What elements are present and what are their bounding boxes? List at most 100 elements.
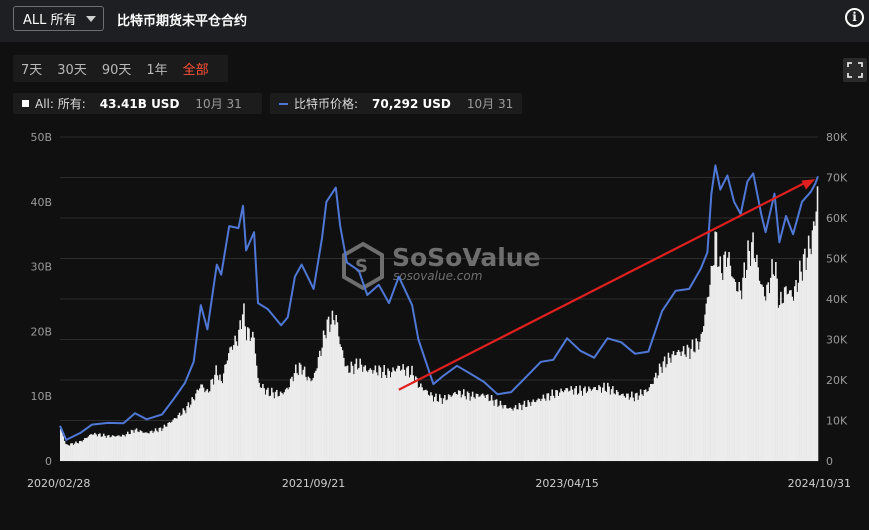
oi-bar [167, 423, 169, 461]
oi-bar [588, 386, 590, 461]
asset-select[interactable]: ALL 所有 [13, 6, 104, 31]
oi-bar [365, 370, 368, 461]
oi-bar [129, 434, 132, 461]
oi-bar [661, 372, 663, 461]
oi-bar [771, 259, 773, 461]
oi-bar [709, 284, 711, 461]
oi-bar [553, 398, 556, 461]
oi-bar [595, 390, 598, 461]
oi-bar [310, 381, 312, 461]
oi-bar [687, 347, 690, 461]
time-range-selector: 7天 30天 90天 1年 全部 [13, 55, 228, 82]
oi-bar [689, 359, 691, 461]
y-left-tick: 30B [30, 261, 52, 274]
oi-bar [76, 443, 78, 461]
oi-bar [393, 370, 396, 461]
oi-bar [536, 400, 538, 461]
oi-bar [785, 286, 787, 461]
oi-bar [102, 433, 105, 461]
oi-bar [706, 297, 709, 461]
oi-bar [629, 397, 632, 461]
oi-value: 43.41B USD [99, 96, 180, 111]
oi-bar [66, 444, 68, 461]
oi-bar [286, 387, 288, 461]
oi-bar [542, 394, 545, 461]
range-30d[interactable]: 30天 [57, 63, 87, 78]
oi-bar [802, 254, 805, 461]
info-icon[interactable]: i [845, 8, 864, 27]
trend-arrow-head [801, 179, 816, 190]
oi-bar [329, 331, 331, 461]
oi-bar [134, 429, 137, 461]
oi-bar [670, 362, 672, 461]
oi-bar [128, 434, 130, 461]
oi-bar [571, 389, 574, 461]
oi-bar [197, 390, 200, 461]
range-90d[interactable]: 90天 [101, 63, 132, 78]
oi-bar [505, 408, 508, 461]
oi-bar [470, 396, 473, 461]
y-right-tick: 50K [826, 253, 848, 266]
oi-bar [524, 407, 527, 461]
oi-bar [502, 408, 504, 461]
oi-bar [279, 391, 282, 461]
oi-bar [63, 441, 66, 461]
oi-bar [316, 368, 319, 461]
watermark-brand: SoSoValue [392, 243, 541, 272]
oi-bar [235, 341, 238, 461]
oi-bar [480, 394, 483, 461]
oi-bar [761, 284, 763, 461]
oi-bar [639, 389, 642, 461]
oi-bar [775, 262, 777, 461]
range-all[interactable]: 全部 [182, 63, 209, 78]
range-1y[interactable]: 1年 [146, 63, 168, 78]
oi-bar [318, 350, 321, 461]
oi-bar [272, 392, 274, 461]
oi-bar [625, 393, 628, 461]
oi-bar [176, 418, 178, 461]
oi-bar [341, 350, 344, 461]
oi-bar [805, 270, 807, 461]
oi-bar [187, 402, 190, 461]
oi-bar [649, 384, 652, 461]
oi-bar [498, 405, 500, 461]
oi-bar [228, 353, 230, 461]
oi-bar [108, 435, 110, 461]
range-7d[interactable]: 7天 [21, 63, 43, 78]
oi-bar [369, 368, 372, 461]
oi-bar [412, 375, 415, 461]
oi-bar [236, 345, 239, 461]
oi-bar [282, 394, 284, 461]
oi-bar [111, 435, 114, 461]
oi-bar [425, 389, 427, 461]
trend-arrow-line [398, 181, 806, 391]
oi-bar [481, 393, 484, 461]
oi-bar [497, 407, 499, 461]
oi-bar [222, 373, 225, 461]
oi-bar [353, 374, 355, 461]
oi-bar [451, 395, 454, 461]
oi-bar [546, 393, 548, 461]
oi-bar [446, 399, 449, 461]
oi-bar [239, 320, 241, 461]
oi-bar [380, 377, 383, 461]
oi-bar [596, 390, 599, 461]
oi-bar [216, 375, 219, 461]
oi-bar [87, 436, 90, 461]
x-tick: 2021/09/21 [282, 477, 345, 490]
oi-bar [345, 366, 348, 461]
oi-bar [444, 395, 446, 461]
oi-bar [492, 400, 494, 461]
fullscreen-icon[interactable] [843, 58, 867, 82]
oi-bar [696, 341, 699, 461]
oi-bar [354, 363, 356, 461]
oi-bar [224, 364, 226, 461]
oi-bar [617, 391, 619, 461]
oi-bar [583, 388, 585, 461]
oi-bar [121, 434, 124, 461]
oi-bar [109, 437, 111, 461]
oi-bar [207, 392, 210, 461]
oi-bar [569, 390, 571, 461]
oi-bar [675, 355, 677, 461]
oi-bar [408, 377, 411, 461]
